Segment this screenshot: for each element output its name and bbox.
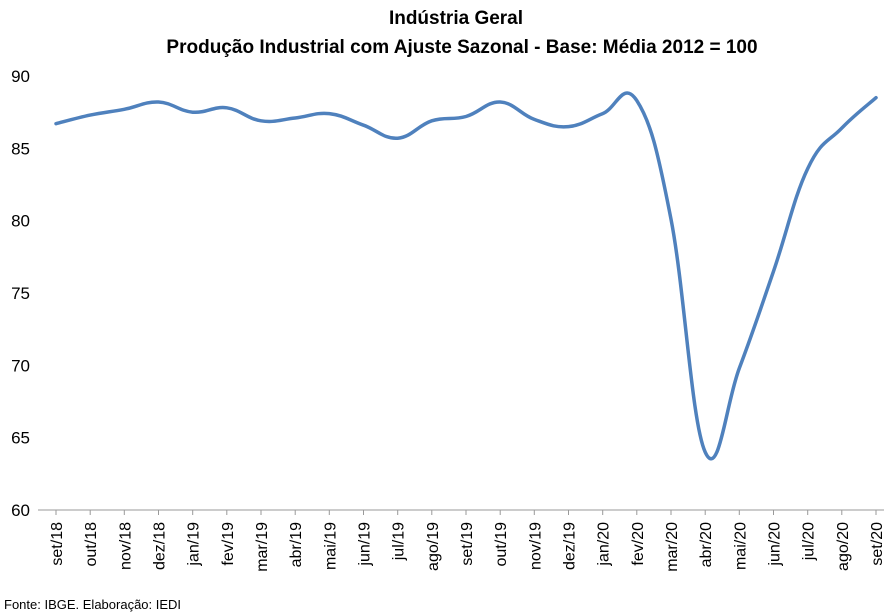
x-tick-label: fev/19 xyxy=(220,522,237,566)
y-tick-label: 80 xyxy=(11,212,30,231)
x-tick-label: ago/19 xyxy=(425,522,442,571)
y-tick-label: 75 xyxy=(11,284,30,303)
x-tick-label: abr/20 xyxy=(698,522,715,567)
x-tick-label: jun/20 xyxy=(767,522,784,567)
x-tick-label: jan/20 xyxy=(596,522,613,567)
x-tick-label: jul/20 xyxy=(801,522,818,561)
y-tick-label: 90 xyxy=(11,67,30,86)
x-tick-label: dez/19 xyxy=(562,522,579,570)
x-tick-label: jan/19 xyxy=(186,522,203,567)
x-tick-label: jul/19 xyxy=(391,522,408,561)
chart-title: Indústria Geral xyxy=(389,8,523,29)
x-tick-label: set/19 xyxy=(459,522,476,566)
chart-subtitle: Produção Industrial com Ajuste Sazonal -… xyxy=(166,37,757,58)
source-note: Fonte: IBGE. Elaboração: IEDI xyxy=(4,597,181,612)
y-tick-label: 60 xyxy=(11,501,30,520)
x-axis: set/18 out/18 nov/18 dez/18 jan/19 fev/19 mar/… xyxy=(49,510,886,572)
x-tick-label: nov/18 xyxy=(117,522,134,570)
x-tick-label: mar/19 xyxy=(254,522,271,572)
series-group xyxy=(54,91,878,461)
x-tick-label: ago/20 xyxy=(835,522,852,571)
x-tick-label: fev/20 xyxy=(630,522,647,566)
y-tick-label: 85 xyxy=(11,139,30,158)
y-axis: 60 65 70 75 80 85 90 xyxy=(11,67,30,520)
x-tick-label: out/18 xyxy=(83,522,100,567)
x-tick-label: nov/19 xyxy=(527,522,544,570)
series-line xyxy=(54,91,878,461)
x-tick-label: dez/18 xyxy=(152,522,169,570)
y-tick-label: 65 xyxy=(11,429,30,448)
y-tick-label: 70 xyxy=(11,356,30,375)
x-tick-label: set/20 xyxy=(869,522,886,566)
x-tick-label: jun/19 xyxy=(357,522,374,567)
x-tick-label: abr/19 xyxy=(288,522,305,567)
x-tick-label: mai/19 xyxy=(322,522,339,570)
x-tick-label: mai/20 xyxy=(732,522,749,570)
x-tick-label: mar/20 xyxy=(664,522,681,572)
x-tick-label: out/19 xyxy=(493,522,510,567)
x-tick-label: set/18 xyxy=(49,522,66,566)
